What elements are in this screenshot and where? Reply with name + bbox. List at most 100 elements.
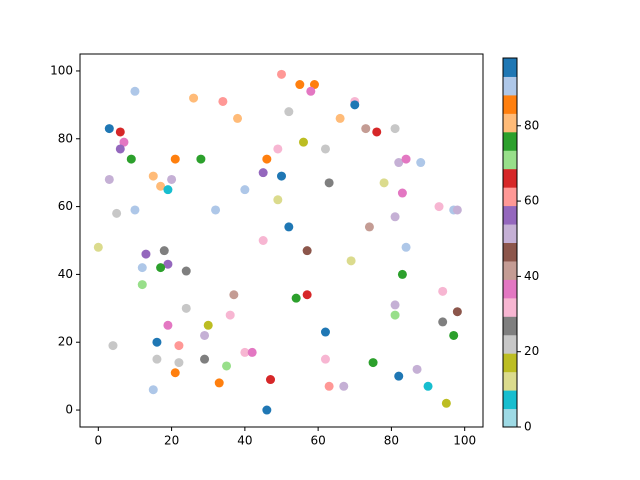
colorbar-segment [503,260,517,280]
point [262,405,272,415]
colorbar-segment [503,279,517,299]
y-tick-label: 0 [65,403,73,417]
point [196,154,206,164]
point [240,347,250,357]
point [298,137,308,147]
x-tick-label: 40 [237,434,252,448]
point [324,178,334,188]
point [170,154,180,164]
point [449,330,459,340]
point [379,178,389,188]
point [339,381,349,391]
colorbar-segment [503,168,517,188]
point [152,337,162,347]
point [434,202,444,212]
point [277,171,286,181]
point [163,320,173,330]
point [126,154,136,164]
point [320,354,330,364]
point [452,205,462,215]
colorbar-tick-label: 60 [524,194,539,208]
colorbar-segment [503,187,517,207]
point [438,317,448,327]
y-tick-label: 40 [58,267,73,281]
point [416,158,426,168]
colorbar-segment [503,205,517,225]
point [93,242,103,252]
point [174,341,184,351]
point [222,361,232,371]
colorbar-tick-label: 40 [524,269,539,283]
y-tick-label: 80 [58,131,73,145]
colorbar-segment [503,150,517,170]
colorbar-segment [503,76,517,96]
point [181,266,191,276]
point [200,330,210,340]
point [258,236,268,245]
point [262,154,272,164]
x-tick-label: 0 [94,434,102,448]
colorbar-tick-label: 20 [524,344,539,358]
point [137,263,147,273]
colorbar-segment [503,353,517,373]
colorbar-segment [503,371,517,391]
point [225,310,235,320]
point [361,124,371,134]
point [200,354,210,364]
point [130,205,140,215]
point [309,80,319,90]
point [320,327,330,337]
point [181,303,191,313]
point [229,290,239,300]
colorbar-segment [503,131,517,151]
point [284,107,294,117]
colorbar-tick-label: 80 [524,118,539,132]
point [423,381,433,391]
point [108,341,118,351]
point [438,286,448,296]
point [167,174,177,184]
point [156,263,166,273]
point [368,358,378,368]
point [137,280,147,290]
colorbar-segment [503,224,517,243]
colorbar-frame [502,57,518,428]
point [306,86,316,96]
point [266,375,276,385]
point [104,124,114,134]
point [284,222,294,232]
x-tick-label: 100 [453,434,476,448]
y-tick-label: 20 [58,335,73,349]
point [397,188,407,198]
point [452,307,462,317]
point [104,174,114,184]
point [170,368,180,378]
x-tick-label: 20 [164,434,179,448]
point [364,222,374,232]
point [130,86,140,96]
colorbar-tick-label: 0 [524,420,532,434]
point [233,113,243,123]
plot-frame [79,53,484,428]
point [320,144,330,154]
point [390,212,400,222]
point [324,381,334,391]
point [141,249,151,259]
point [189,93,199,103]
point [335,113,345,123]
point [240,185,250,195]
point [401,242,411,252]
point [159,246,169,256]
point [273,144,283,154]
point [163,185,173,195]
point [247,347,257,357]
point [273,195,283,205]
point [115,144,125,154]
point [394,371,404,381]
point [214,378,224,388]
point [390,124,400,134]
point [119,137,129,147]
point [372,127,382,137]
